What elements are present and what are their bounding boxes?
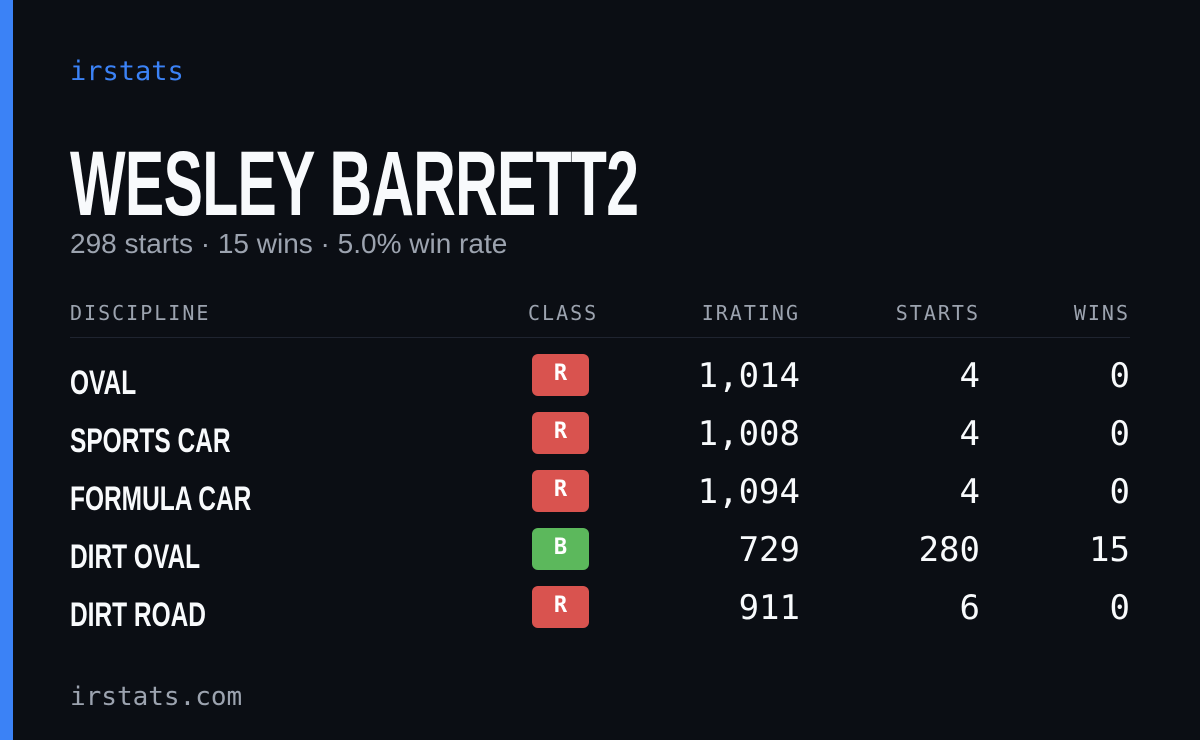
header-rule [70, 337, 1130, 338]
column-header: CLASS [528, 301, 599, 325]
starts: 4 [959, 414, 980, 454]
column-header: IRATING [701, 301, 800, 325]
discipline: SPORTS CAR [70, 422, 231, 460]
wins: 0 [1109, 414, 1130, 454]
discipline: OVAL [70, 364, 137, 402]
discipline: DIRT OVAL [70, 538, 201, 576]
class-badge: R [532, 586, 589, 628]
irating: 1,008 [697, 414, 800, 454]
column-header: STARTS [895, 301, 980, 325]
footer-url: irstats.com [70, 682, 243, 712]
summary: 298 starts · 15 wins · 5.0% win rate [70, 228, 508, 259]
wins: 15 [1089, 530, 1130, 570]
irating: 911 [738, 588, 800, 628]
class-badge: R [532, 470, 589, 512]
irating: 729 [738, 530, 800, 570]
starts: 280 [918, 530, 980, 570]
wins: 0 [1109, 588, 1130, 628]
accent-bar [0, 0, 13, 740]
irating: 1,094 [697, 472, 800, 512]
irating: 1,014 [697, 356, 800, 396]
wins: 0 [1109, 356, 1130, 396]
column-header: WINS [1073, 301, 1130, 325]
brand: irstats [70, 56, 184, 87]
class-badge: R [532, 412, 589, 454]
discipline: DIRT ROAD [70, 596, 207, 634]
wins: 0 [1109, 472, 1130, 512]
starts: 6 [959, 588, 980, 628]
starts: 4 [959, 472, 980, 512]
starts: 4 [959, 356, 980, 396]
class-badge: R [532, 354, 589, 396]
driver-name: WESLEY BARRETT2 [70, 133, 639, 235]
column-header: DISCIPLINE [70, 301, 211, 325]
class-badge: B [532, 528, 589, 570]
discipline: FORMULA CAR [70, 480, 252, 518]
